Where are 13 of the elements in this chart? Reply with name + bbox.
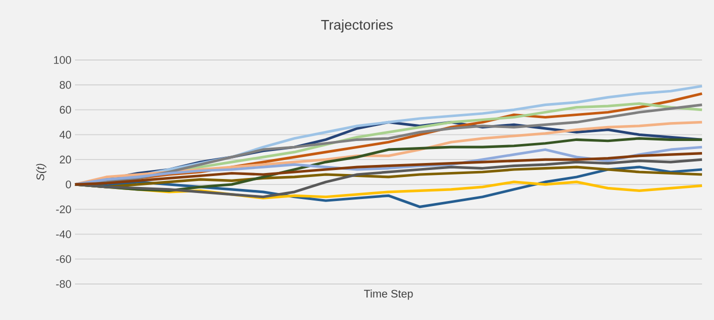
y-tick-label: -40 (56, 230, 72, 238)
y-tick-label: -80 (56, 280, 72, 288)
y-tick-label: 60 (60, 106, 72, 114)
y-tick-label: 0 (66, 180, 72, 188)
y-tick-label: -20 (56, 205, 72, 214)
y-tick-label: 80 (60, 81, 72, 89)
x-axis-title: Time Step (364, 290, 413, 300)
y-axis-title: S(t) (36, 164, 46, 181)
chart-title: Trajectories (321, 19, 393, 32)
y-tick-label: 40 (60, 130, 72, 139)
y-tick-label: 20 (60, 156, 72, 164)
y-tick-label: 100 (54, 56, 72, 64)
y-tick-label: -60 (56, 255, 72, 263)
